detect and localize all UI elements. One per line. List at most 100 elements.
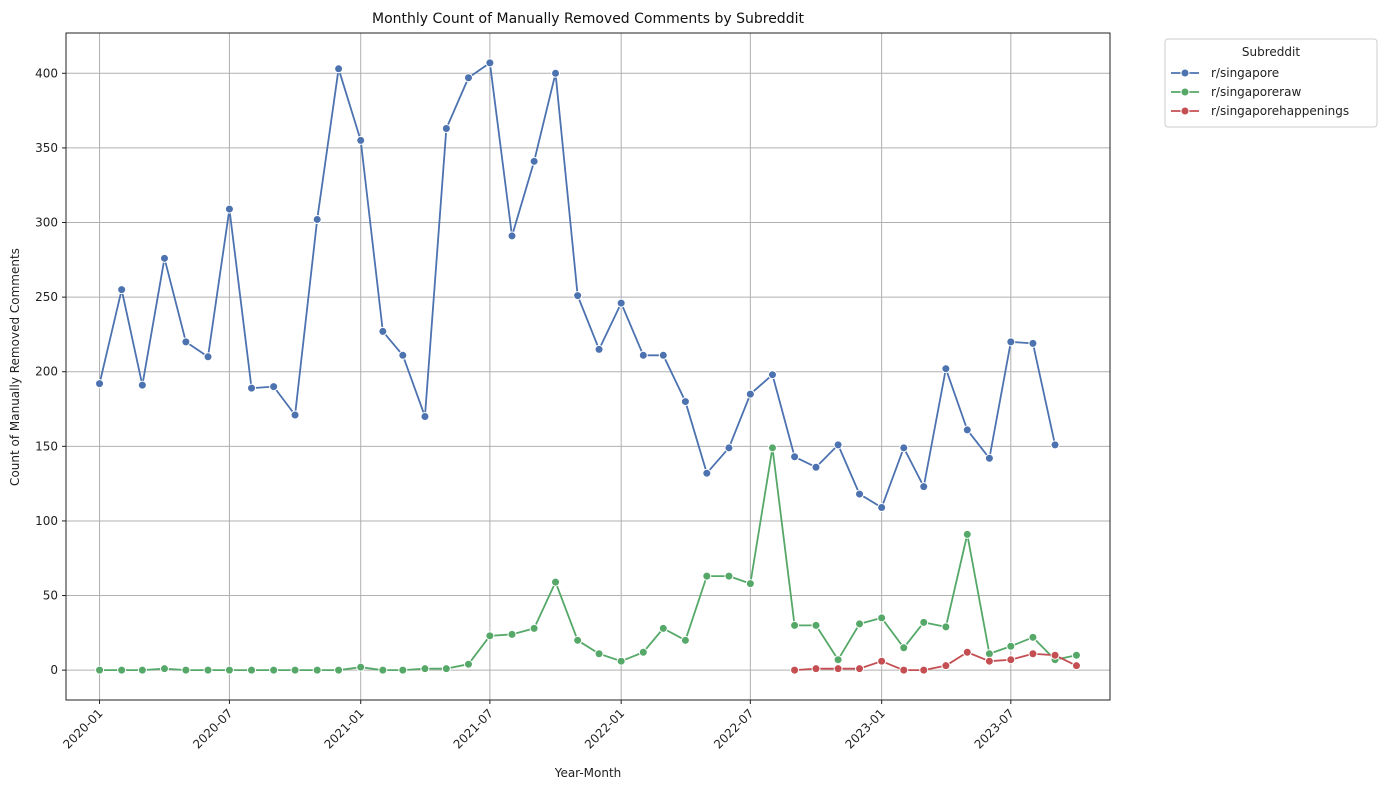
- data-point: [137, 380, 147, 390]
- legend-label: r/singapore: [1211, 66, 1279, 80]
- data-point: [1006, 655, 1016, 665]
- data-point: [137, 665, 147, 675]
- y-axis: 0 50 100 150 200 250 300 350 400: [35, 66, 66, 677]
- y-axis-title: Count of Manually Removed Comments: [8, 248, 22, 486]
- data-point: [356, 135, 366, 145]
- data-point: [269, 665, 279, 675]
- data-point: [529, 623, 539, 633]
- x-tick-label: 2021-07: [451, 706, 496, 751]
- series-layer: [95, 58, 1081, 675]
- data-point: [203, 352, 213, 362]
- legend-label: r/singaporeraw: [1211, 85, 1301, 99]
- data-point: [573, 291, 583, 301]
- data-point: [247, 383, 257, 393]
- legend: Subreddit r/singaporer/singaporerawr/sin…: [1164, 38, 1378, 128]
- data-point: [181, 337, 191, 347]
- x-tick-label: 2021-01: [321, 706, 366, 751]
- data-point: [269, 382, 279, 392]
- data-point: [877, 613, 887, 623]
- series-r-singaporehappenings: [790, 647, 1081, 675]
- data-point: [1028, 649, 1038, 659]
- data-point: [724, 443, 734, 453]
- x-tick-label: 2020-07: [190, 706, 235, 751]
- chart-title: Monthly Count of Manually Removed Commen…: [372, 11, 804, 27]
- x-axis: 2020-01 2020-07 2021-01 2021-07 2022-01 2022-…: [60, 700, 1017, 752]
- data-point: [1071, 650, 1081, 660]
- data-point: [962, 529, 972, 539]
- y-tick-label: 150: [35, 439, 58, 453]
- data-point: [420, 664, 430, 674]
- data-point: [398, 665, 408, 675]
- data-point: [984, 649, 994, 659]
- data-point: [181, 665, 191, 675]
- data-point: [919, 482, 929, 492]
- series-r-singapore: [95, 58, 1060, 513]
- data-point: [855, 664, 865, 674]
- legend-swatch-marker: [1180, 106, 1190, 116]
- data-point: [441, 123, 451, 133]
- y-tick-label: 100: [35, 514, 58, 528]
- data-point: [899, 443, 909, 453]
- data-point: [833, 664, 843, 674]
- data-point: [702, 571, 712, 581]
- data-point: [984, 656, 994, 666]
- data-point: [811, 664, 821, 674]
- data-point: [485, 631, 495, 641]
- data-point: [224, 665, 234, 675]
- data-point: [378, 665, 388, 675]
- data-point: [877, 503, 887, 513]
- data-point: [224, 204, 234, 214]
- data-point: [702, 468, 712, 478]
- y-tick-label: 50: [43, 589, 58, 603]
- data-point: [790, 452, 800, 462]
- x-tick-label: 2023-01: [842, 706, 887, 751]
- data-point: [290, 410, 300, 420]
- data-point: [529, 156, 539, 166]
- data-point: [833, 440, 843, 450]
- data-point: [551, 68, 561, 78]
- data-point: [159, 253, 169, 263]
- grid: [66, 33, 1110, 700]
- data-point: [941, 661, 951, 671]
- data-point: [117, 665, 127, 675]
- data-point: [745, 579, 755, 589]
- data-point: [203, 665, 213, 675]
- data-point: [680, 635, 690, 645]
- data-point: [941, 364, 951, 374]
- data-point: [247, 665, 257, 675]
- data-point: [638, 350, 648, 360]
- data-point: [877, 656, 887, 666]
- x-tick-label: 2020-01: [60, 706, 105, 751]
- data-point: [680, 397, 690, 407]
- data-point: [1006, 641, 1016, 651]
- data-point: [334, 665, 344, 675]
- data-point: [1028, 338, 1038, 348]
- data-point: [1028, 632, 1038, 642]
- data-point: [899, 665, 909, 675]
- data-point: [463, 659, 473, 669]
- data-point: [811, 462, 821, 472]
- series-line: [98, 61, 1056, 509]
- data-point: [1071, 661, 1081, 671]
- y-tick-label: 200: [35, 365, 58, 379]
- data-point: [420, 411, 430, 421]
- data-point: [638, 647, 648, 657]
- data-point: [658, 350, 668, 360]
- x-tick-label: 2022-01: [582, 706, 627, 751]
- data-point: [984, 453, 994, 463]
- data-point: [334, 64, 344, 74]
- data-point: [159, 664, 169, 674]
- data-point: [833, 655, 843, 665]
- data-point: [378, 326, 388, 336]
- plot-frame: [65, 32, 1111, 701]
- legend-swatch-marker: [1180, 68, 1190, 78]
- y-tick-label: 250: [35, 290, 58, 304]
- data-point: [507, 629, 517, 639]
- data-point: [1050, 650, 1060, 660]
- data-point: [485, 58, 495, 68]
- data-point: [790, 665, 800, 675]
- data-point: [594, 344, 604, 354]
- legend-item: r/singaporehappenings: [1171, 104, 1349, 118]
- data-point: [767, 443, 777, 453]
- data-point: [919, 665, 929, 675]
